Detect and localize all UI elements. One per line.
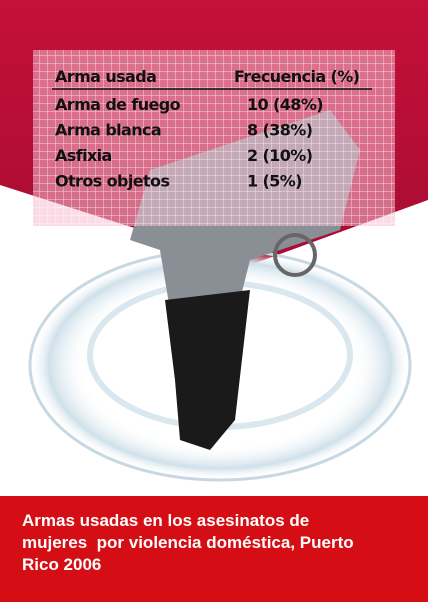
illustration: Arma usada Frecuencia (%) Arma de fuego 10 … — [0, 0, 428, 482]
trigger-ring — [273, 233, 317, 277]
table-cell: 8 (38%) — [247, 121, 312, 140]
table: Arma usada Frecuencia (%) Arma de fuego 10 … — [52, 67, 372, 191]
table-cell: Otros objetos — [55, 172, 169, 191]
table-cell: Arma de fuego — [55, 95, 181, 114]
table-cell: Arma blanca — [55, 121, 161, 140]
gun-grip — [165, 290, 250, 450]
table-cell: Asfixia — [55, 146, 112, 165]
table-cell: 10 (48%) — [247, 95, 323, 114]
table-cell: 1 (5%) — [247, 172, 302, 191]
table-panel — [33, 50, 395, 226]
caption: Armas usadas en los asesinatos de mujere… — [0, 496, 428, 602]
header-cell: Frecuencia (%) — [234, 67, 359, 86]
header-cell: Arma usada — [55, 67, 156, 86]
table-cell: 2 (10%) — [247, 146, 312, 165]
